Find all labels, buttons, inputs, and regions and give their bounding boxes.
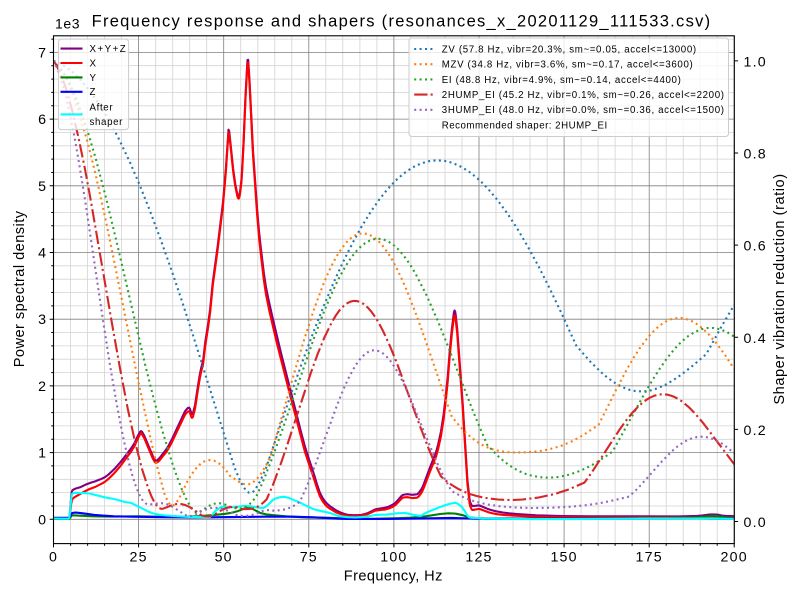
svg-text:Recommended shaper: 2HUMP_EI: Recommended shaper: 2HUMP_EI bbox=[442, 120, 608, 131]
svg-text:1.0: 1.0 bbox=[744, 54, 767, 70]
svg-text:After: After bbox=[90, 103, 114, 114]
svg-text:0.4: 0.4 bbox=[744, 331, 767, 347]
svg-text:1e3: 1e3 bbox=[55, 15, 80, 31]
svg-text:6: 6 bbox=[38, 112, 46, 128]
svg-text:Frequency response and shapers: Frequency response and shapers (resonanc… bbox=[92, 13, 712, 31]
svg-text:200: 200 bbox=[721, 549, 748, 565]
svg-text:0: 0 bbox=[49, 549, 58, 565]
svg-text:2: 2 bbox=[38, 379, 46, 395]
svg-text:1: 1 bbox=[38, 446, 46, 462]
svg-text:EI (48.8 Hz, vibr=4.9%, sm~=0.: EI (48.8 Hz, vibr=4.9%, sm~=0.14, accel<… bbox=[442, 75, 682, 86]
svg-text:Frequency, Hz: Frequency, Hz bbox=[344, 568, 443, 584]
svg-text:4: 4 bbox=[38, 246, 46, 262]
svg-text:175: 175 bbox=[636, 549, 663, 565]
svg-text:Power spectral density: Power spectral density bbox=[12, 210, 28, 367]
svg-text:shaper: shaper bbox=[90, 117, 124, 128]
svg-text:0.6: 0.6 bbox=[744, 239, 767, 255]
svg-text:0.0: 0.0 bbox=[744, 515, 767, 531]
svg-text:Z: Z bbox=[90, 87, 97, 98]
svg-text:75: 75 bbox=[300, 549, 318, 565]
svg-text:25: 25 bbox=[130, 549, 148, 565]
svg-text:150: 150 bbox=[550, 549, 577, 565]
svg-text:MZV (34.8 Hz, vibr=3.6%, sm~=0: MZV (34.8 Hz, vibr=3.6%, sm~=0.17, accel… bbox=[442, 60, 694, 71]
svg-text:ZV (57.8 Hz, vibr=20.3%, sm~=0: ZV (57.8 Hz, vibr=20.3%, sm~=0.05, accel… bbox=[442, 44, 697, 55]
svg-text:5: 5 bbox=[38, 179, 46, 195]
svg-text:3HUMP_EI (48.0 Hz, vibr=0.0%,: 3HUMP_EI (48.0 Hz, vibr=0.0%, sm~=0.36, … bbox=[442, 105, 725, 116]
svg-text:2HUMP_EI (45.2 Hz, vibr=0.1%,: 2HUMP_EI (45.2 Hz, vibr=0.1%, sm~=0.26, … bbox=[442, 90, 725, 101]
svg-text:3: 3 bbox=[38, 312, 46, 328]
svg-text:0: 0 bbox=[38, 512, 46, 528]
svg-text:X+Y+Z: X+Y+Z bbox=[90, 44, 128, 55]
svg-text:Y: Y bbox=[90, 73, 97, 84]
svg-text:Shaper vibration reduction (ra: Shaper vibration reduction (ratio) bbox=[772, 173, 788, 404]
svg-text:125: 125 bbox=[465, 549, 492, 565]
svg-text:X: X bbox=[90, 58, 97, 69]
svg-text:0.2: 0.2 bbox=[744, 423, 767, 439]
svg-text:100: 100 bbox=[380, 549, 407, 565]
svg-text:50: 50 bbox=[215, 549, 233, 565]
svg-text:7: 7 bbox=[38, 45, 46, 61]
svg-text:0.8: 0.8 bbox=[744, 147, 767, 163]
